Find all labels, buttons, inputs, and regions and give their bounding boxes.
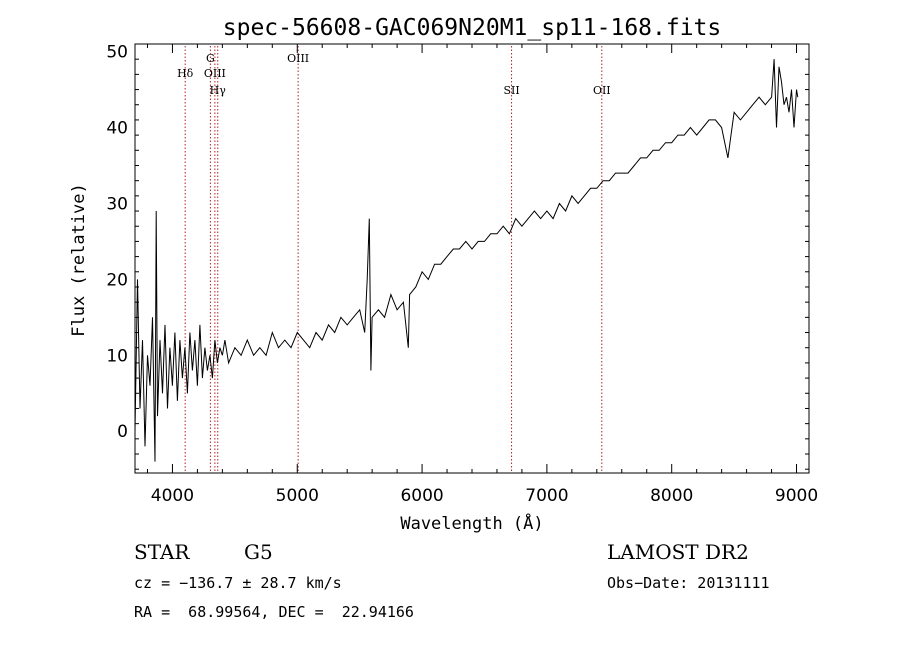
x-axis-label: Wavelength (Å) — [400, 512, 543, 534]
marker-label-5: SII — [503, 84, 519, 97]
redshift-velocity: cz = −136.7 ± 28.7 km/s — [134, 574, 342, 592]
x-tick-label: 5000 — [276, 486, 319, 506]
object-class: STAR — [134, 540, 190, 564]
marker-label-6: OII — [593, 84, 611, 97]
survey-name: LAMOST DR2 — [607, 540, 749, 564]
y-tick-label: 0 — [117, 422, 128, 442]
plot-frame — [134, 43, 810, 474]
marker-label-3: Hγ — [210, 84, 227, 97]
axes: 4000 5000 6000 7000 8000 9000 0 10 20 30 40 50 — [106, 43, 818, 506]
y-tick-label: 10 — [106, 346, 128, 366]
y-tick-label: 50 — [106, 43, 128, 63]
y-tick-label: 40 — [106, 119, 128, 139]
x-tick-label: 4000 — [151, 486, 194, 506]
y-tick-label: 30 — [106, 194, 128, 214]
chart-title: spec-56608-GAC069N20M1_sp11-168.fits — [223, 15, 722, 41]
marker-label-1: G — [206, 52, 215, 65]
sky-coordinates: RA = 68.99564, DEC = 22.94166 — [134, 603, 414, 621]
object-subclass: G5 — [244, 540, 273, 564]
x-tick-label: 8000 — [650, 486, 693, 506]
x-tick-label: 6000 — [400, 486, 443, 506]
spectrum-series-line — [134, 59, 799, 462]
x-tick-label: 9000 — [775, 486, 818, 506]
marker-label-2: OIII — [204, 67, 226, 80]
marker-label-0: Hδ — [177, 67, 194, 80]
marker-label-4: OIII — [287, 52, 309, 65]
observation-date: Obs−Date: 20131111 — [607, 574, 770, 592]
y-axis-label: Flux (relative) — [69, 183, 89, 337]
y-tick-label: 20 — [106, 270, 128, 290]
x-tick-label: 7000 — [525, 486, 568, 506]
emission-line-markers: Hδ G OIII Hγ OIII SII OII — [177, 46, 611, 473]
